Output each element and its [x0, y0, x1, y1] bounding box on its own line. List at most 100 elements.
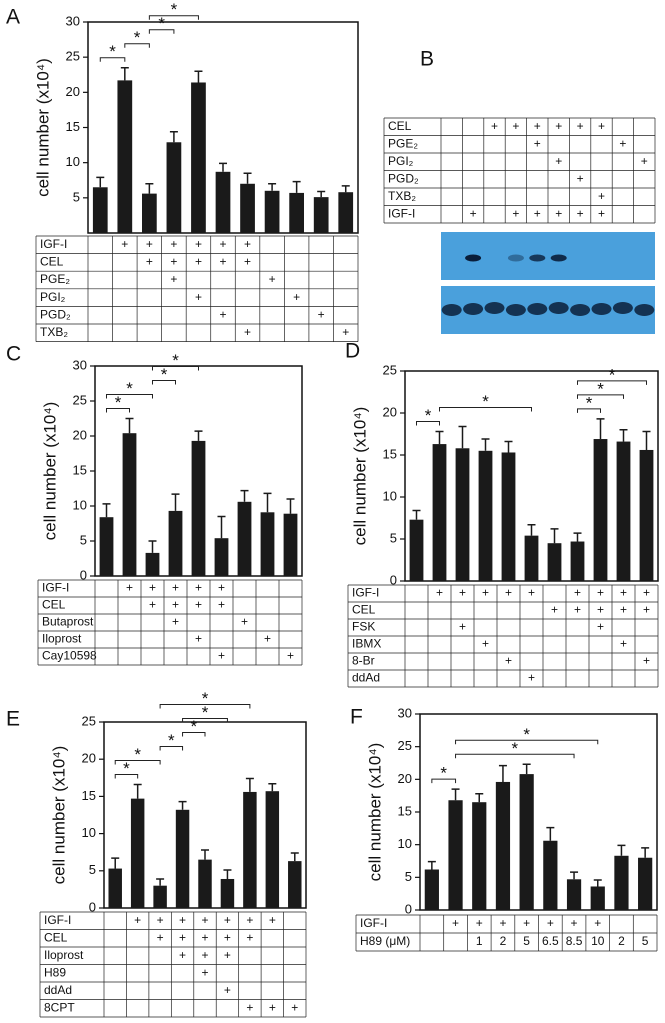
y-axis-label: cell number (x10⁴) — [365, 743, 384, 882]
bar — [168, 510, 183, 576]
blot-band — [527, 303, 548, 315]
condition-cell: + — [179, 948, 186, 962]
significance-label: * — [172, 351, 179, 370]
condition-label: IGF-I — [42, 581, 69, 595]
condition-cell: 2 — [618, 934, 625, 948]
condition-cell: + — [505, 586, 512, 600]
y-tick-label: 5 — [405, 869, 412, 884]
condition-cell: + — [219, 237, 226, 251]
y-tick-label: 10 — [66, 154, 80, 169]
significance-bracket — [114, 773, 139, 779]
condition-cell: + — [172, 581, 179, 595]
condition-cell: + — [146, 255, 153, 269]
condition-cell: + — [121, 237, 128, 251]
significance-bracket — [106, 394, 153, 399]
bar — [543, 840, 558, 910]
condition-label: TXB₂ — [388, 189, 416, 203]
y-tick-label: 30 — [66, 13, 80, 28]
bar — [264, 190, 280, 233]
condition-cell: + — [244, 255, 251, 269]
bar — [638, 857, 653, 910]
condition-cell: + — [219, 255, 226, 269]
condition-cell: + — [574, 603, 581, 617]
panel-letter: B — [420, 48, 434, 71]
condition-cell: + — [643, 603, 650, 617]
error-bar — [286, 498, 295, 514]
error-bar — [133, 783, 142, 799]
error-bar — [593, 879, 602, 887]
condition-label: Iloprost — [42, 632, 82, 646]
significance-bracket — [439, 406, 532, 412]
y-tick-label: 15 — [398, 803, 412, 818]
condition-cell: + — [555, 206, 562, 220]
condition-label: PGI₂ — [40, 290, 66, 304]
y-tick-label: 0 — [405, 901, 412, 916]
error-bar — [341, 185, 350, 193]
condition-cell: + — [246, 930, 253, 944]
condition-label: ddAd — [44, 983, 72, 997]
y-axis-label: cell number (x10⁴) — [49, 746, 68, 885]
bar — [593, 439, 608, 581]
condition-cell: + — [499, 916, 506, 930]
condition-cell: + — [170, 272, 177, 286]
error-bar — [96, 176, 105, 188]
error-bar — [263, 492, 272, 513]
condition-label: PGD₂ — [388, 171, 419, 185]
condition-label: PGE₂ — [40, 272, 70, 286]
bar — [283, 513, 298, 576]
bar — [191, 82, 206, 233]
condition-cell: + — [318, 307, 325, 321]
significance-label: * — [440, 764, 447, 783]
condition-cell: + — [149, 598, 156, 612]
condition-cell: + — [146, 237, 153, 251]
significance-bracket — [577, 380, 647, 385]
significance-bracket — [152, 366, 199, 371]
condition-label: CEL — [44, 930, 68, 944]
error-bar — [458, 425, 467, 449]
condition-cell: + — [641, 154, 648, 168]
condition-cell: + — [287, 649, 294, 663]
error-bar — [596, 418, 605, 440]
error-bar — [268, 183, 277, 191]
bar — [243, 791, 257, 908]
condition-label: IGF-I — [352, 586, 379, 600]
error-bar — [642, 430, 651, 450]
condition-cell: + — [459, 620, 466, 634]
error-bar — [102, 503, 111, 518]
condition-cell: + — [201, 948, 208, 962]
bar — [570, 541, 585, 581]
significance-label: * — [123, 759, 130, 778]
bar — [214, 538, 229, 576]
condition-cell: + — [620, 637, 627, 651]
significance-bracket — [114, 759, 161, 765]
condition-cell: + — [179, 930, 186, 944]
error-bar — [194, 430, 203, 441]
significance-label: * — [134, 28, 141, 47]
condition-cell: + — [555, 119, 562, 133]
bar — [524, 535, 539, 581]
significance-bracket — [148, 29, 175, 34]
error-bar — [481, 438, 490, 451]
condition-cell: + — [512, 119, 519, 133]
significance-bracket — [416, 420, 440, 426]
condition-cell: + — [264, 632, 271, 646]
significance-label: * — [425, 406, 432, 425]
panel-letter: C — [6, 343, 21, 366]
bar — [92, 187, 108, 233]
condition-label: ddAd — [352, 671, 380, 685]
bar — [240, 183, 255, 233]
condition-cell: 5 — [642, 934, 649, 948]
bar — [501, 452, 516, 581]
bar — [237, 501, 252, 576]
y-axis-label: cell number (x10⁴) — [40, 402, 59, 541]
condition-cell: + — [476, 916, 483, 930]
condition-cell: + — [594, 916, 601, 930]
y-tick-label: 5 — [390, 530, 397, 545]
condition-cell: + — [577, 171, 584, 185]
bar — [145, 552, 160, 576]
bar — [265, 791, 280, 908]
significance-bracket — [124, 43, 150, 48]
bar — [478, 450, 493, 581]
condition-cell: + — [195, 632, 202, 646]
significance-bracket — [159, 745, 184, 751]
